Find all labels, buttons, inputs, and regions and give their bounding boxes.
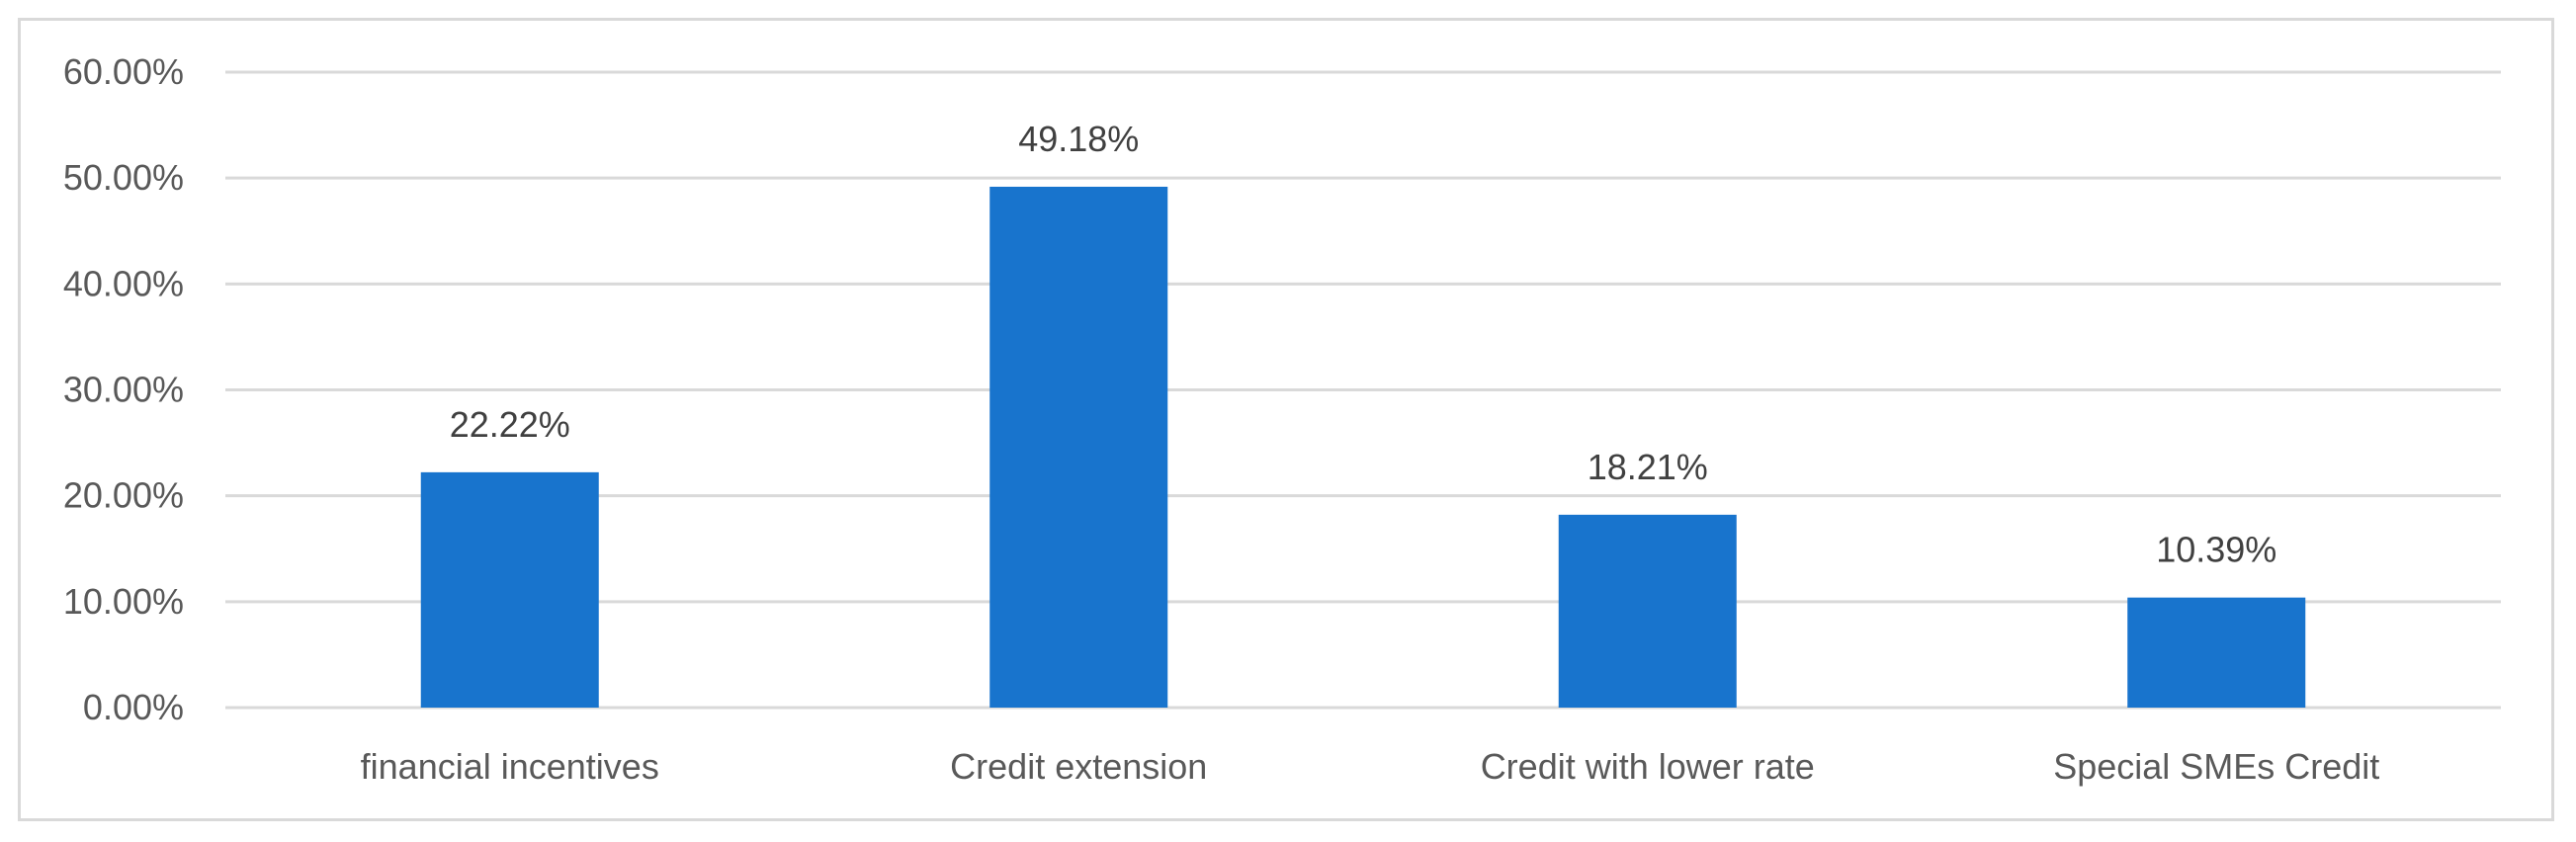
bar (2127, 597, 2306, 708)
y-tick-label: 50.00% (63, 157, 184, 198)
y-tick-label: 20.00% (63, 475, 184, 516)
data-label: 18.21% (1588, 447, 1708, 487)
y-tick-label: 60.00% (63, 51, 184, 92)
data-label: 49.18% (1018, 119, 1139, 159)
x-category-label: Credit with lower rate (1481, 746, 1815, 787)
y-tick-label: 0.00% (83, 687, 184, 727)
x-category-label: Special SMEs Credit (2053, 746, 2379, 787)
x-category-label: Credit extension (950, 746, 1207, 787)
y-tick-label: 30.00% (63, 370, 184, 410)
bar (420, 471, 599, 708)
y-tick-label: 40.00% (63, 263, 184, 303)
data-label: 22.22% (450, 404, 570, 445)
x-category-label: financial incentives (361, 746, 659, 787)
bar (1558, 514, 1737, 708)
data-label: 10.39% (2156, 530, 2276, 570)
y-tick-label: 10.00% (63, 581, 184, 622)
bar (989, 186, 1168, 708)
